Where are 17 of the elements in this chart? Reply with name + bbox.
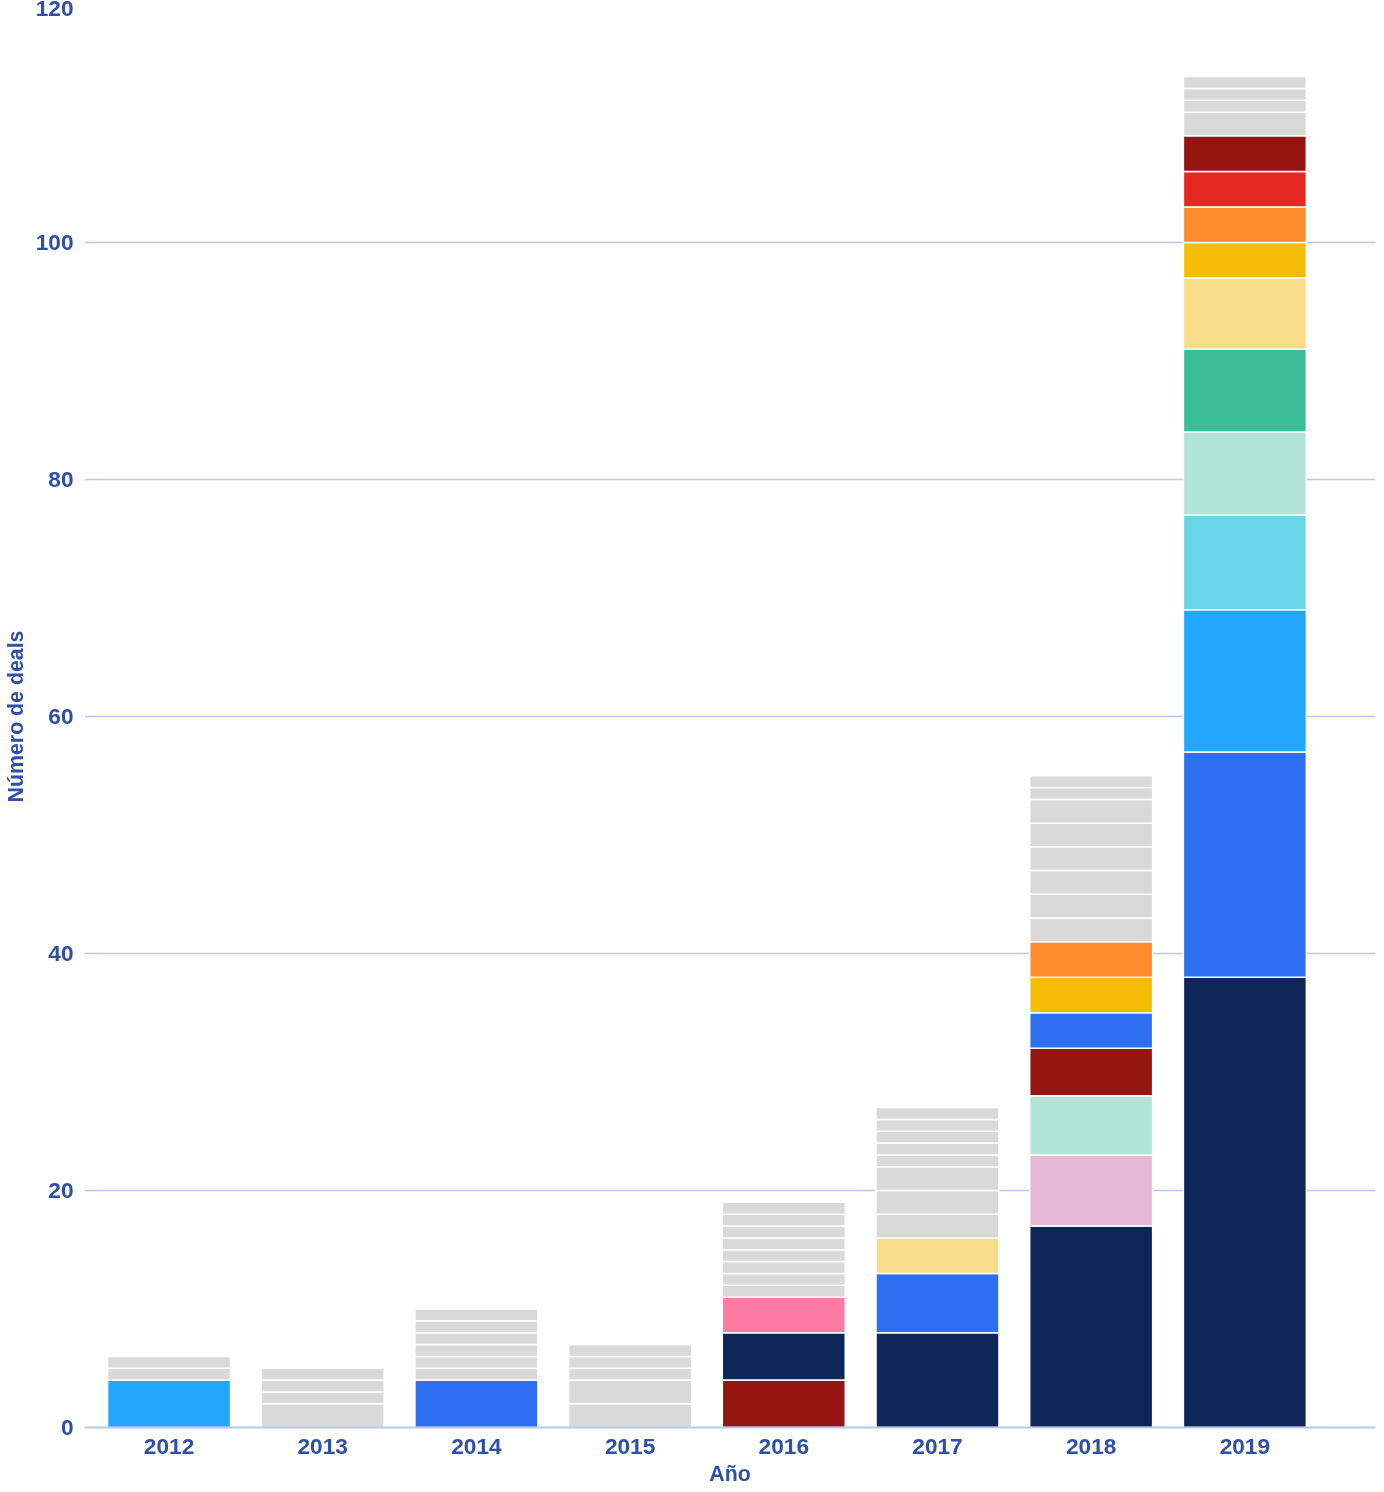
x-tick-label: 2014 xyxy=(451,1432,503,1459)
y-tick-label: 120 xyxy=(35,0,74,21)
x-tick-label: 2013 xyxy=(297,1432,348,1459)
x-tick-label: 2012 xyxy=(143,1432,195,1459)
y-tick-label: 20 xyxy=(48,1177,74,1203)
y-tick-label: 0 xyxy=(60,1414,74,1440)
x-axis-title: Año xyxy=(709,1461,751,1486)
x-tick-label: 2018 xyxy=(1065,1432,1117,1459)
y-tick-label: 40 xyxy=(48,940,74,966)
x-tick-label: 2017 xyxy=(912,1432,963,1459)
y-tick-label: 100 xyxy=(35,229,74,255)
x-tick-label: 2016 xyxy=(758,1432,809,1459)
y-tick-label: 80 xyxy=(48,466,74,492)
y-axis-title: Número de deals xyxy=(3,630,28,803)
x-tick-label: 2015 xyxy=(604,1432,656,1459)
x-tick-label: 2019 xyxy=(1219,1432,1271,1459)
y-tick-label: 60 xyxy=(48,703,74,729)
